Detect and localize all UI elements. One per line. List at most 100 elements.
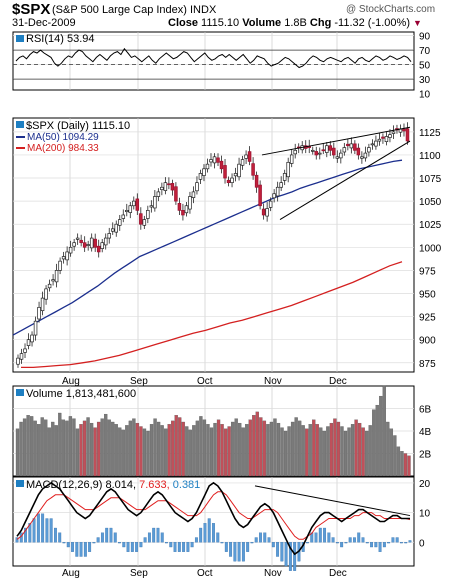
macd-histogram-bar	[314, 532, 318, 543]
candle-body	[149, 205, 154, 208]
volume-bar	[72, 418, 76, 477]
candle-body	[286, 161, 290, 178]
candle-body	[381, 136, 385, 139]
volume-bar	[100, 418, 104, 477]
macd-histogram-bar	[276, 542, 280, 557]
volume-bar	[149, 424, 154, 477]
volume-bar	[365, 430, 369, 477]
macd-histogram-bar	[391, 537, 395, 543]
rsi-tick-label: 90	[419, 32, 431, 43]
macd-histogram-bar	[340, 542, 344, 548]
volume-bar	[297, 420, 302, 477]
macd-histogram-bar	[62, 542, 66, 544]
volume-bar	[153, 418, 157, 477]
volume-bar	[273, 418, 277, 477]
month-label-bottom: Oct	[197, 568, 213, 579]
month-label: Dec	[329, 376, 347, 387]
macd-histogram-bar	[395, 537, 399, 543]
candle-body	[40, 297, 45, 312]
volume-bar	[350, 424, 355, 477]
volume-bar	[290, 421, 295, 477]
macd-histogram-bar	[382, 542, 386, 548]
candle-body	[89, 237, 94, 249]
macd-histogram-bar	[165, 542, 168, 544]
candle-body	[135, 198, 140, 211]
volume-bar	[160, 425, 164, 477]
macd-histogram-bar	[100, 532, 104, 543]
macd-histogram-bar	[250, 542, 254, 544]
candle-body	[391, 131, 396, 134]
candle-body	[181, 210, 185, 216]
candle-body	[153, 196, 157, 209]
candle-body	[184, 205, 189, 214]
volume-bar	[139, 426, 143, 477]
volume-bar	[114, 424, 118, 477]
volume-bar	[375, 404, 379, 477]
macd-histogram-bar	[190, 542, 194, 548]
volume-bar	[29, 416, 34, 477]
macd-histogram-bar	[199, 527, 203, 543]
macd-histogram-bar	[216, 532, 220, 543]
volume-bar	[167, 424, 171, 477]
price-tick-label: 925	[419, 313, 436, 324]
macd-histogram-bar	[348, 537, 352, 543]
candle-body	[332, 147, 336, 156]
trendline-upper	[261, 126, 411, 156]
candle-body	[258, 184, 262, 207]
candle-body	[251, 163, 255, 176]
ma200-line	[21, 261, 403, 369]
volume-bar	[40, 417, 44, 477]
candle-body	[212, 156, 217, 164]
volume-bar	[315, 424, 319, 477]
volume-bar	[209, 427, 214, 477]
macd-histogram-bar	[378, 542, 382, 552]
volume-bar	[234, 418, 238, 477]
volume-bar	[202, 419, 207, 477]
volume-bar	[146, 430, 150, 477]
rsi-line	[15, 47, 412, 69]
volume-bar	[19, 421, 23, 477]
macd-histogram-bar	[126, 542, 130, 552]
macd-histogram-bar	[331, 537, 335, 543]
candle-body	[370, 143, 375, 146]
macd-histogram-bar	[66, 542, 70, 548]
month-label-bottom: Sep	[130, 568, 148, 579]
price-tick-label: 1100	[419, 151, 441, 162]
macd-histogram-bar	[186, 542, 190, 552]
macd-histogram-bar	[387, 542, 391, 544]
volume-bar	[54, 425, 58, 477]
candle-body	[353, 143, 357, 151]
macd-histogram-bar	[32, 518, 36, 543]
candle-body	[54, 270, 59, 283]
volume-bar	[343, 430, 348, 477]
volume-bar	[266, 424, 270, 477]
candle-body	[23, 348, 27, 353]
macd-histogram-bar	[233, 542, 237, 562]
volume-bar	[121, 429, 125, 477]
volume-legend-swatch	[16, 389, 24, 396]
chg-label: Chg	[309, 17, 332, 29]
volume-bar	[305, 428, 309, 477]
volume-bar	[107, 419, 111, 477]
month-label-bottom: Nov	[264, 568, 282, 579]
candle-body	[226, 179, 231, 184]
macd-tick-label: 10	[419, 509, 431, 520]
candle-body	[205, 163, 210, 170]
rsi-tick-label: 70	[419, 46, 431, 57]
candle-body	[289, 154, 294, 164]
price-tick-label: 900	[419, 336, 436, 347]
candle-body	[282, 173, 287, 181]
macd-histogram-bar	[374, 542, 378, 548]
volume-bar	[163, 428, 168, 477]
candle-body	[188, 196, 192, 210]
macd-histogram-bar	[365, 542, 369, 544]
candle-body	[265, 208, 269, 217]
candle-body	[388, 134, 392, 138]
macd-histogram-bar	[113, 532, 117, 543]
macd-histogram-bar	[41, 513, 45, 543]
candle-body	[247, 151, 252, 162]
rsi-legend-swatch	[16, 35, 24, 42]
macd-histogram-bar	[130, 542, 134, 552]
volume-bar	[185, 426, 189, 477]
macd-histogram-bar	[83, 542, 87, 557]
